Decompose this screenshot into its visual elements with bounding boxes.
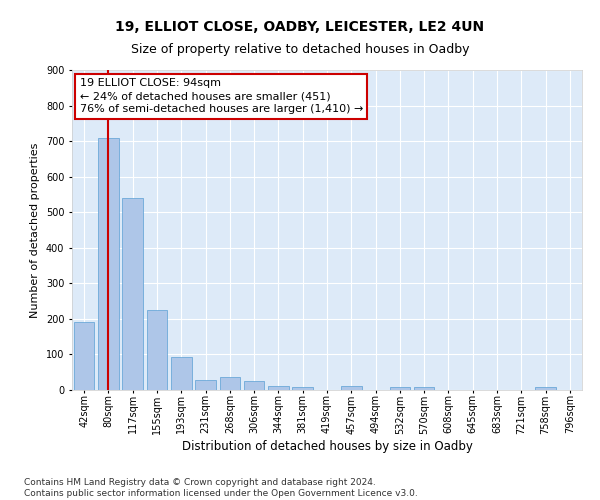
Bar [414, 387, 434, 390]
Y-axis label: Number of detached properties: Number of detached properties [31, 142, 40, 318]
Bar [74, 322, 94, 390]
Text: Contains HM Land Registry data © Crown copyright and database right 2024.
Contai: Contains HM Land Registry data © Crown c… [24, 478, 418, 498]
Bar [244, 381, 265, 390]
Bar [171, 357, 191, 390]
Text: 19 ELLIOT CLOSE: 94sqm
← 24% of detached houses are smaller (451)
76% of semi-de: 19 ELLIOT CLOSE: 94sqm ← 24% of detached… [80, 78, 363, 114]
Bar [146, 310, 167, 390]
Bar [341, 386, 362, 390]
Text: 19, ELLIOT CLOSE, OADBY, LEICESTER, LE2 4UN: 19, ELLIOT CLOSE, OADBY, LEICESTER, LE2 … [115, 20, 485, 34]
X-axis label: Distribution of detached houses by size in Oadby: Distribution of detached houses by size … [182, 440, 472, 454]
Bar [292, 387, 313, 390]
Bar [98, 138, 119, 390]
Bar [389, 387, 410, 390]
Bar [220, 377, 240, 390]
Bar [535, 387, 556, 390]
Bar [122, 198, 143, 390]
Bar [195, 380, 216, 390]
Bar [268, 386, 289, 390]
Text: Size of property relative to detached houses in Oadby: Size of property relative to detached ho… [131, 42, 469, 56]
